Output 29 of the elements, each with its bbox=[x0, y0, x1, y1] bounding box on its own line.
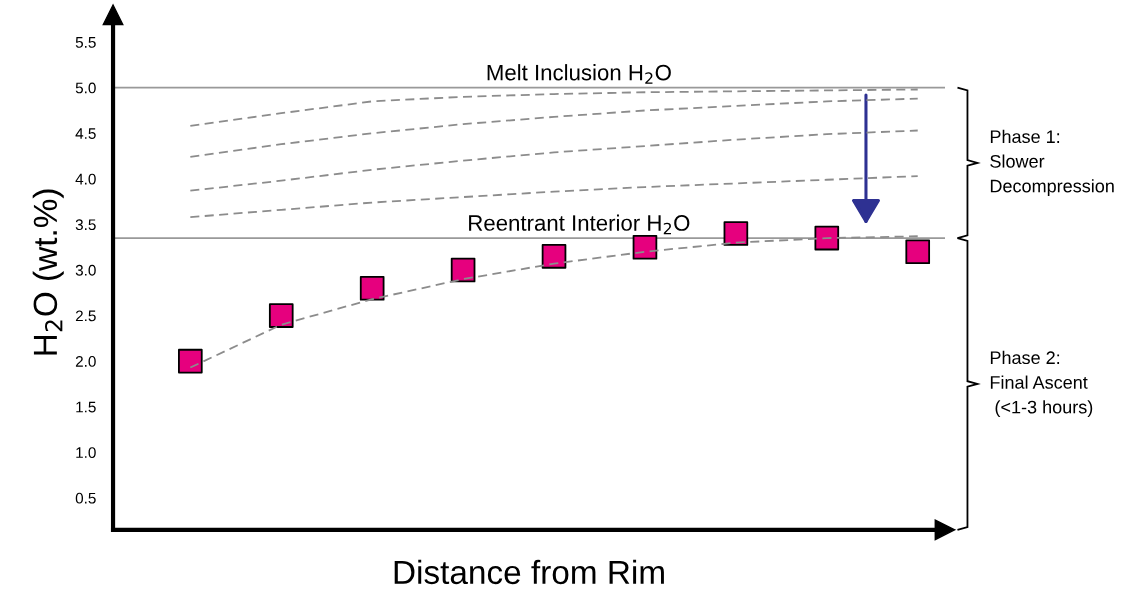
point bbox=[632, 234, 658, 260]
point bbox=[268, 303, 294, 328]
point bbox=[359, 275, 385, 301]
y-tick-label: 5.5 bbox=[75, 37, 96, 48]
text: Phase 2: Final Ascent (<1-3 hours) bbox=[990, 350, 1093, 418]
y-tick-label: 2.0 bbox=[75, 356, 96, 367]
x-axis-title: Distance from Rim bbox=[394, 559, 664, 585]
y-tick-label: 1.5 bbox=[76, 401, 96, 413]
line-series bbox=[189, 129, 919, 192]
line-series bbox=[189, 97, 919, 158]
point bbox=[178, 348, 203, 374]
point bbox=[723, 221, 749, 246]
y-tick-label: 3.5 bbox=[75, 219, 96, 231]
line-series bbox=[189, 88, 919, 127]
point bbox=[541, 244, 567, 269]
y-tick-label: 1.0 bbox=[76, 447, 96, 459]
y-tick-label: 5.0 bbox=[75, 82, 96, 94]
y-tick-label: 2.5 bbox=[75, 310, 96, 322]
text: Phase 1: Slower Decompression bbox=[990, 129, 1114, 196]
point bbox=[814, 225, 840, 251]
ref-line-label: Melt Inclusion H$_{2}$O bbox=[487, 64, 671, 84]
y-axis-title: H$_{2}$O (wt.%) bbox=[32, 189, 64, 355]
y-tick-label: 0.5 bbox=[75, 492, 96, 504]
y-tick-label: 4.5 bbox=[75, 128, 96, 139]
y-tick-label: 4.0 bbox=[75, 173, 96, 185]
point bbox=[450, 257, 476, 283]
point bbox=[905, 239, 931, 265]
ref-line-label: Reentrant Interior H$_{2}$O bbox=[469, 214, 690, 235]
y-tick-label: 3.0 bbox=[75, 264, 96, 276]
